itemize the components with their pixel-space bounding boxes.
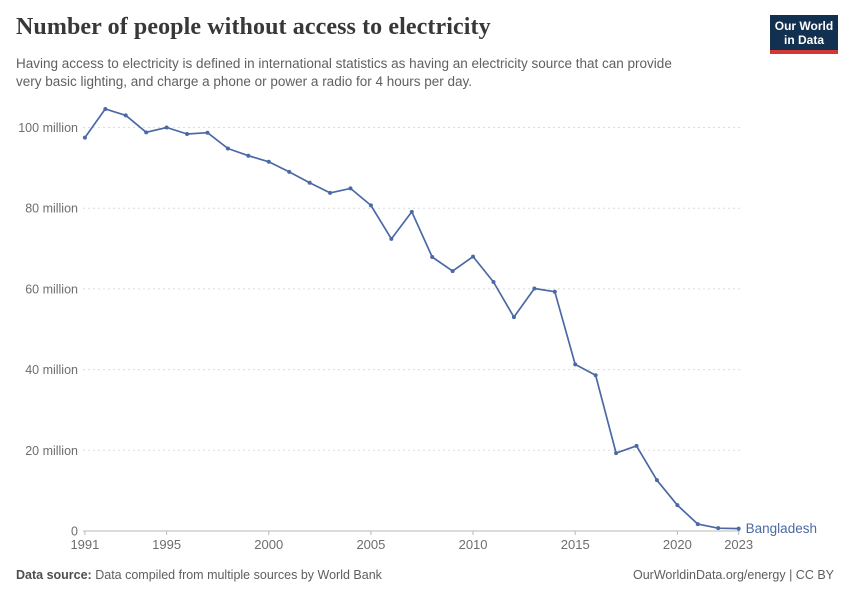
y-tick-label-20: 20 million — [25, 444, 78, 458]
data-source-text: Data compiled from multiple sources by W… — [95, 568, 382, 582]
data-point-2015 — [573, 362, 578, 367]
data-point-1992 — [103, 106, 108, 111]
data-point-2003 — [328, 190, 333, 195]
data-point-2010 — [471, 254, 476, 259]
data-point-2018 — [634, 443, 639, 448]
owid-logo-text-line1: Our World — [774, 19, 834, 33]
chart-subtitle-line1: Having access to electricity is defined … — [16, 56, 672, 71]
data-point-2020 — [675, 503, 680, 508]
data-point-2019 — [654, 478, 659, 483]
x-tick-label-2023: 2023 — [724, 537, 753, 552]
y-tick-label-60: 60 million — [25, 282, 78, 296]
x-tick-label-2005: 2005 — [356, 537, 385, 552]
chart-footer: Data source: Data compiled from multiple… — [16, 568, 834, 582]
x-tick-label-2000: 2000 — [254, 537, 283, 552]
y-tick-label-0: 0 — [71, 525, 78, 539]
data-point-1995 — [164, 125, 169, 130]
data-point-2023 — [736, 526, 741, 531]
chart-subtitle: Having access to electricity is defined … — [16, 55, 672, 91]
y-tick-label-40: 40 million — [25, 363, 78, 377]
bangladesh-line[interactable] — [84, 108, 740, 530]
x-tick-label-2015: 2015 — [561, 537, 590, 552]
chart-subtitle-line2: very basic lighting, and charge a phone … — [16, 74, 473, 89]
data-point-2008 — [430, 255, 435, 260]
data-point-2016 — [593, 373, 598, 378]
data-point-1998 — [225, 146, 230, 151]
data-point-1993 — [123, 113, 128, 118]
data-source-label: Data source: — [16, 568, 92, 582]
data-point-2021 — [695, 522, 700, 527]
x-tick-label-1995: 1995 — [152, 537, 181, 552]
data-point-1997 — [205, 130, 210, 135]
x-tick-label-2020: 2020 — [663, 537, 692, 552]
owid-logo[interactable]: Our World in Data — [770, 15, 838, 54]
series-bangladesh[interactable]: Bangladesh — [82, 106, 817, 536]
x-tick-label-2010: 2010 — [459, 537, 488, 552]
data-point-2005 — [368, 203, 373, 208]
data-point-2014 — [552, 289, 557, 294]
y-tick-label-80: 80 million — [25, 202, 78, 216]
y-tick-label-100: 100 million — [18, 121, 78, 135]
data-point-1994 — [144, 130, 149, 135]
data-point-2013 — [532, 286, 537, 291]
entity-label-bangladesh[interactable]: Bangladesh — [746, 521, 817, 536]
data-point-2012 — [511, 315, 516, 320]
page-title: Number of people without access to elect… — [16, 14, 491, 40]
data-point-2006 — [389, 236, 394, 241]
data-point-2009 — [450, 269, 455, 274]
x-tick-label-1991: 1991 — [70, 537, 99, 552]
data-point-2017 — [614, 451, 619, 456]
data-point-1996 — [185, 131, 190, 136]
data-point-2007 — [409, 209, 414, 214]
data-point-2001 — [287, 169, 292, 174]
license-link[interactable]: OurWorldinData.org/energy | CC BY — [632, 568, 834, 582]
data-point-2011 — [491, 280, 496, 285]
data-point-1991 — [82, 135, 87, 140]
owid-logo-text-line2: in Data — [783, 33, 824, 47]
data-point-2002 — [307, 180, 312, 185]
data-source-note: Data source: Data compiled from multiple… — [16, 568, 382, 582]
data-point-2000 — [266, 159, 271, 164]
data-point-2022 — [716, 526, 721, 531]
x-axis: 1991 1995 2000 2005 2010 2015 2020 2023 — [70, 530, 753, 552]
y-axis: 0 20 million 40 million 60 million 80 millio… — [18, 121, 740, 539]
data-point-1999 — [246, 153, 251, 158]
data-point-2004 — [348, 186, 353, 191]
